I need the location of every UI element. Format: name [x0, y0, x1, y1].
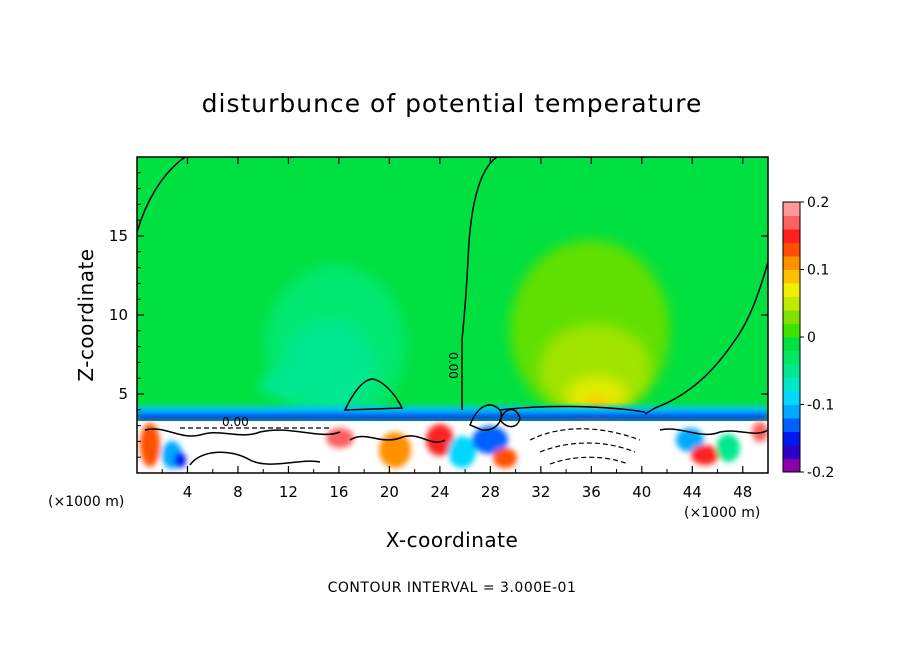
contour-neg-2 — [539, 442, 636, 453]
patch-3 — [174, 452, 186, 468]
x-tick-label: 36 — [582, 483, 601, 501]
contour-lower-3 — [349, 435, 446, 443]
x-tick-label: 4 — [183, 483, 193, 501]
x-tick-label: 44 — [683, 483, 702, 501]
contour-lines — [137, 157, 768, 466]
plot-area: 0.00 0.00 — [137, 157, 768, 473]
contour-label-1: 0.00 — [222, 415, 249, 429]
x-tick-label: 12 — [279, 483, 298, 501]
colorbar — [783, 202, 800, 473]
colorbar-swatch — [783, 256, 800, 270]
colorbar-label: 0.2 — [807, 195, 829, 211]
colorbar-swatch — [783, 202, 800, 216]
contour-lines-dashed — [180, 427, 641, 465]
x-axis: 4 8 12 16 20 24 28 32 36 40 44 48 — [161, 157, 752, 501]
x-axis-unit: (×1000 m) — [684, 505, 760, 521]
contour-eddy-2 — [499, 408, 521, 428]
colorbar-swatch — [783, 337, 800, 351]
contour-neg-3 — [549, 456, 629, 465]
colorbar-ticks: 0.2 0.1 0 -0.1 -0.2 — [800, 195, 834, 481]
colorbar-swatch — [783, 350, 800, 365]
patch-4 — [326, 428, 354, 448]
band-cyan — [137, 406, 768, 414]
colorbar-swatch — [783, 458, 800, 473]
y-axis: 5 10 15 — [109, 172, 768, 458]
colorbar-swatch — [783, 269, 800, 284]
patch-6 — [426, 424, 454, 456]
patch-13 — [752, 422, 768, 442]
contour-label-2: 0.00 — [446, 352, 460, 379]
colorbar-swatch — [783, 391, 800, 405]
x-tick-label: 40 — [632, 483, 651, 501]
colorbar-swatch — [783, 445, 800, 459]
x-tick-label: 28 — [481, 483, 500, 501]
cool-plume-left — [260, 370, 310, 400]
contour-cool-dome — [343, 378, 404, 411]
boundary-band — [137, 406, 768, 421]
warm-plume — [510, 240, 670, 420]
band-blue — [137, 412, 768, 418]
x-axis-title: X-coordinate — [386, 528, 519, 552]
patch-7 — [448, 436, 476, 468]
warm-plume-core — [567, 377, 627, 413]
contour-eddy-1 — [469, 404, 502, 431]
colorbar-label: -0.1 — [807, 398, 834, 414]
x-tick-label: 8 — [233, 483, 243, 501]
colorbar-label: -0.2 — [807, 465, 834, 481]
x-tick-label: 32 — [531, 483, 550, 501]
contour-zero-right — [644, 261, 768, 415]
patch-5 — [379, 432, 411, 468]
contour-interval-note: CONTOUR INTERVAL = 3.000E-01 — [328, 580, 577, 596]
y-tick-label: 10 — [109, 306, 128, 324]
colorbar-swatch — [783, 242, 800, 257]
colorbar-swatch — [783, 296, 800, 311]
colorbar-swatch — [783, 283, 800, 297]
x-tick-label: 48 — [733, 483, 752, 501]
contour-lower-2 — [189, 451, 321, 466]
contour-zero-left — [137, 157, 186, 233]
y-axis-title: Z-coordinate — [74, 248, 98, 381]
colorbar-label: 0 — [807, 330, 816, 346]
y-tick-label: 5 — [118, 385, 128, 403]
colorbar-swatch — [783, 418, 800, 432]
x-tick-label: 20 — [380, 483, 399, 501]
patch-8 — [472, 426, 508, 454]
colorbar-swatch — [783, 377, 800, 392]
colorbar-swatch — [783, 323, 800, 338]
band-navy — [137, 417, 768, 421]
patch-1 — [140, 423, 160, 467]
colorbar-swatch — [783, 310, 800, 324]
y-axis-unit: (×1000 m) — [48, 494, 124, 510]
x-tick-label: 16 — [329, 483, 348, 501]
contour-lower-1 — [144, 428, 341, 437]
colorbar-swatch — [783, 431, 800, 446]
contour-neg-1 — [529, 428, 641, 441]
patch-9 — [493, 448, 517, 468]
colorbar-swatch — [783, 404, 800, 419]
turbulent-patches — [140, 422, 768, 469]
contour-lower-4 — [659, 428, 768, 436]
cool-plume — [260, 265, 405, 425]
colorbar-swatch — [783, 229, 800, 243]
x-tick-label: 24 — [430, 483, 449, 501]
colorbar-label: 0.1 — [807, 263, 829, 279]
y-tick-label: 15 — [109, 227, 128, 245]
patch-11 — [691, 445, 719, 465]
contour-warm-top — [499, 405, 646, 413]
colorbar-swatch — [783, 215, 800, 230]
patch-12 — [716, 434, 740, 462]
colorbar-swatch — [783, 364, 800, 378]
contour-zero-main — [461, 157, 498, 410]
chart-title: disturbunce of potential temperature — [202, 89, 703, 118]
